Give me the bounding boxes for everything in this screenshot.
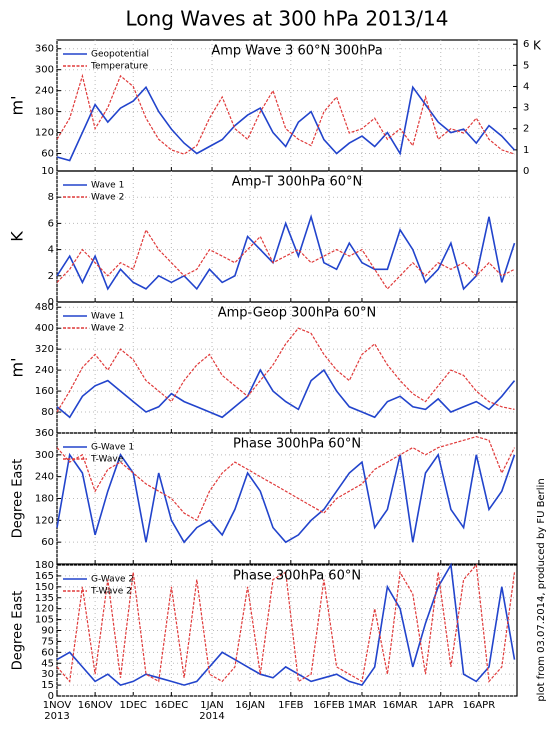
series-line bbox=[56, 562, 516, 687]
y-tick-label: 0 bbox=[48, 297, 54, 308]
y-tick-label: 8 bbox=[48, 192, 54, 203]
panel-title: Phase 300hPa 60°N bbox=[233, 437, 361, 452]
y2-tick-label: 6 bbox=[523, 39, 529, 50]
panel-title: Phase 300hPa 60°N bbox=[233, 569, 361, 584]
y-axis-label: Degree East bbox=[11, 591, 26, 671]
series-line bbox=[56, 73, 515, 155]
y2-axis-label: K bbox=[533, 39, 542, 53]
y-tick-label: 60 bbox=[41, 149, 54, 160]
series-line bbox=[56, 368, 516, 419]
series-line bbox=[56, 214, 516, 291]
x-tick-label: 16NOV bbox=[78, 700, 113, 711]
x-tick-label: 16APR bbox=[463, 700, 496, 711]
x-tick-label: 1APR bbox=[428, 700, 454, 711]
y-tick-label: 240 bbox=[35, 472, 54, 483]
y-tick-label: 360 bbox=[35, 44, 54, 55]
y-tick-label: 180 bbox=[35, 107, 54, 118]
x-tick-label: 16DEC bbox=[154, 700, 188, 711]
x-tick-label: 1NOV bbox=[43, 700, 72, 711]
x-tick-label: 1JAN bbox=[200, 700, 223, 711]
y-tick-label: 75 bbox=[41, 636, 54, 647]
y-tick-label: 165 bbox=[35, 571, 54, 582]
legend-label: Temperature bbox=[90, 62, 148, 72]
y-tick-label: 60 bbox=[41, 647, 54, 658]
y-tick-label: 80 bbox=[41, 407, 54, 418]
y2-tick-label: 4 bbox=[523, 81, 529, 92]
y-tick-label: 480 bbox=[35, 302, 54, 313]
x-tick-label: 16MAR bbox=[383, 700, 418, 711]
y2-tick-label: 3 bbox=[523, 103, 529, 114]
y-tick-label: 105 bbox=[35, 615, 54, 626]
legend-label: Wave 2 bbox=[91, 324, 124, 334]
footer-note: plot from 03.07.2014, produced by FU Ber… bbox=[536, 478, 547, 701]
legend-label: G-Wave 1 bbox=[91, 443, 134, 453]
legend-label: Wave 1 bbox=[91, 181, 124, 191]
legend-label: Wave 2 bbox=[91, 193, 124, 203]
y-tick-label: 160 bbox=[35, 386, 54, 397]
panel-title: Amp Wave 3 60°N 300hPa bbox=[211, 44, 382, 59]
legend-label: T-Wave bbox=[90, 455, 124, 465]
panel-title: Amp-Geop 300hPa 60°N bbox=[218, 306, 377, 321]
y-axis-label: K bbox=[8, 231, 27, 242]
legend-label: Wave 1 bbox=[91, 312, 124, 322]
y-tick-label: 0 bbox=[48, 691, 54, 702]
series-line bbox=[56, 85, 516, 162]
y-tick-label: 6 bbox=[48, 218, 54, 229]
year-label: 2013 bbox=[44, 711, 69, 722]
y-tick-label: 10 bbox=[41, 166, 54, 177]
y-tick-label: 300 bbox=[35, 65, 54, 76]
y2-tick-label: 0 bbox=[523, 166, 529, 177]
y-tick-label: 300 bbox=[35, 450, 54, 461]
x-tick-label: 16JAN bbox=[235, 700, 265, 711]
y-tick-label: 150 bbox=[35, 582, 54, 593]
y-tick-label: 4 bbox=[48, 245, 54, 256]
series-line bbox=[56, 563, 516, 683]
y-tick-label: 120 bbox=[35, 128, 54, 139]
year-label: 2014 bbox=[199, 711, 224, 722]
y-tick-label: 180 bbox=[35, 494, 54, 505]
y-tick-label: 120 bbox=[35, 604, 54, 615]
y-axis-label: m' bbox=[8, 358, 27, 378]
series-line bbox=[56, 327, 515, 413]
page-title: Long Waves at 300 hPa 2013/14 bbox=[126, 7, 449, 31]
y2-tick-label: 1 bbox=[523, 145, 529, 156]
y-tick-label: 320 bbox=[35, 344, 54, 355]
series-line bbox=[56, 228, 515, 290]
y-tick-label: 15 bbox=[41, 680, 54, 691]
plot-frame bbox=[56, 301, 518, 434]
y-tick-label: 135 bbox=[35, 593, 54, 604]
x-tick-label: 1DEC bbox=[120, 700, 147, 711]
x-tick-label: 1MAR bbox=[348, 700, 377, 711]
panel-title: Amp-T 300hPa 60°N bbox=[232, 175, 363, 190]
series-line bbox=[56, 452, 516, 544]
x-tick-label: 16FEB bbox=[313, 700, 345, 711]
y2-tick-label: 5 bbox=[523, 60, 529, 71]
y-axis-label: m' bbox=[8, 96, 27, 116]
y-tick-label: 60 bbox=[41, 537, 54, 548]
y-tick-label: 90 bbox=[41, 626, 54, 637]
legend-label: T-Wave 2 bbox=[90, 587, 132, 597]
y-tick-label: 360 bbox=[35, 428, 54, 439]
y-tick-label: 240 bbox=[35, 86, 54, 97]
y-tick-label: 45 bbox=[41, 658, 54, 669]
y-tick-label: 400 bbox=[35, 323, 54, 334]
legend-label: Geopotential bbox=[91, 50, 149, 60]
y2-tick-label: 2 bbox=[523, 124, 529, 135]
plot-frame bbox=[56, 170, 518, 303]
y-axis-label: Degree East bbox=[11, 459, 26, 539]
y-tick-label: 180 bbox=[35, 560, 54, 571]
x-tick-label: 1FEB bbox=[278, 700, 303, 711]
y-tick-label: 120 bbox=[35, 515, 54, 526]
y-tick-label: 240 bbox=[35, 365, 54, 376]
legend-label: G-Wave 2 bbox=[91, 575, 134, 585]
y-tick-label: 2 bbox=[48, 271, 54, 282]
y-tick-label: 30 bbox=[41, 669, 54, 680]
series-line bbox=[56, 435, 516, 522]
